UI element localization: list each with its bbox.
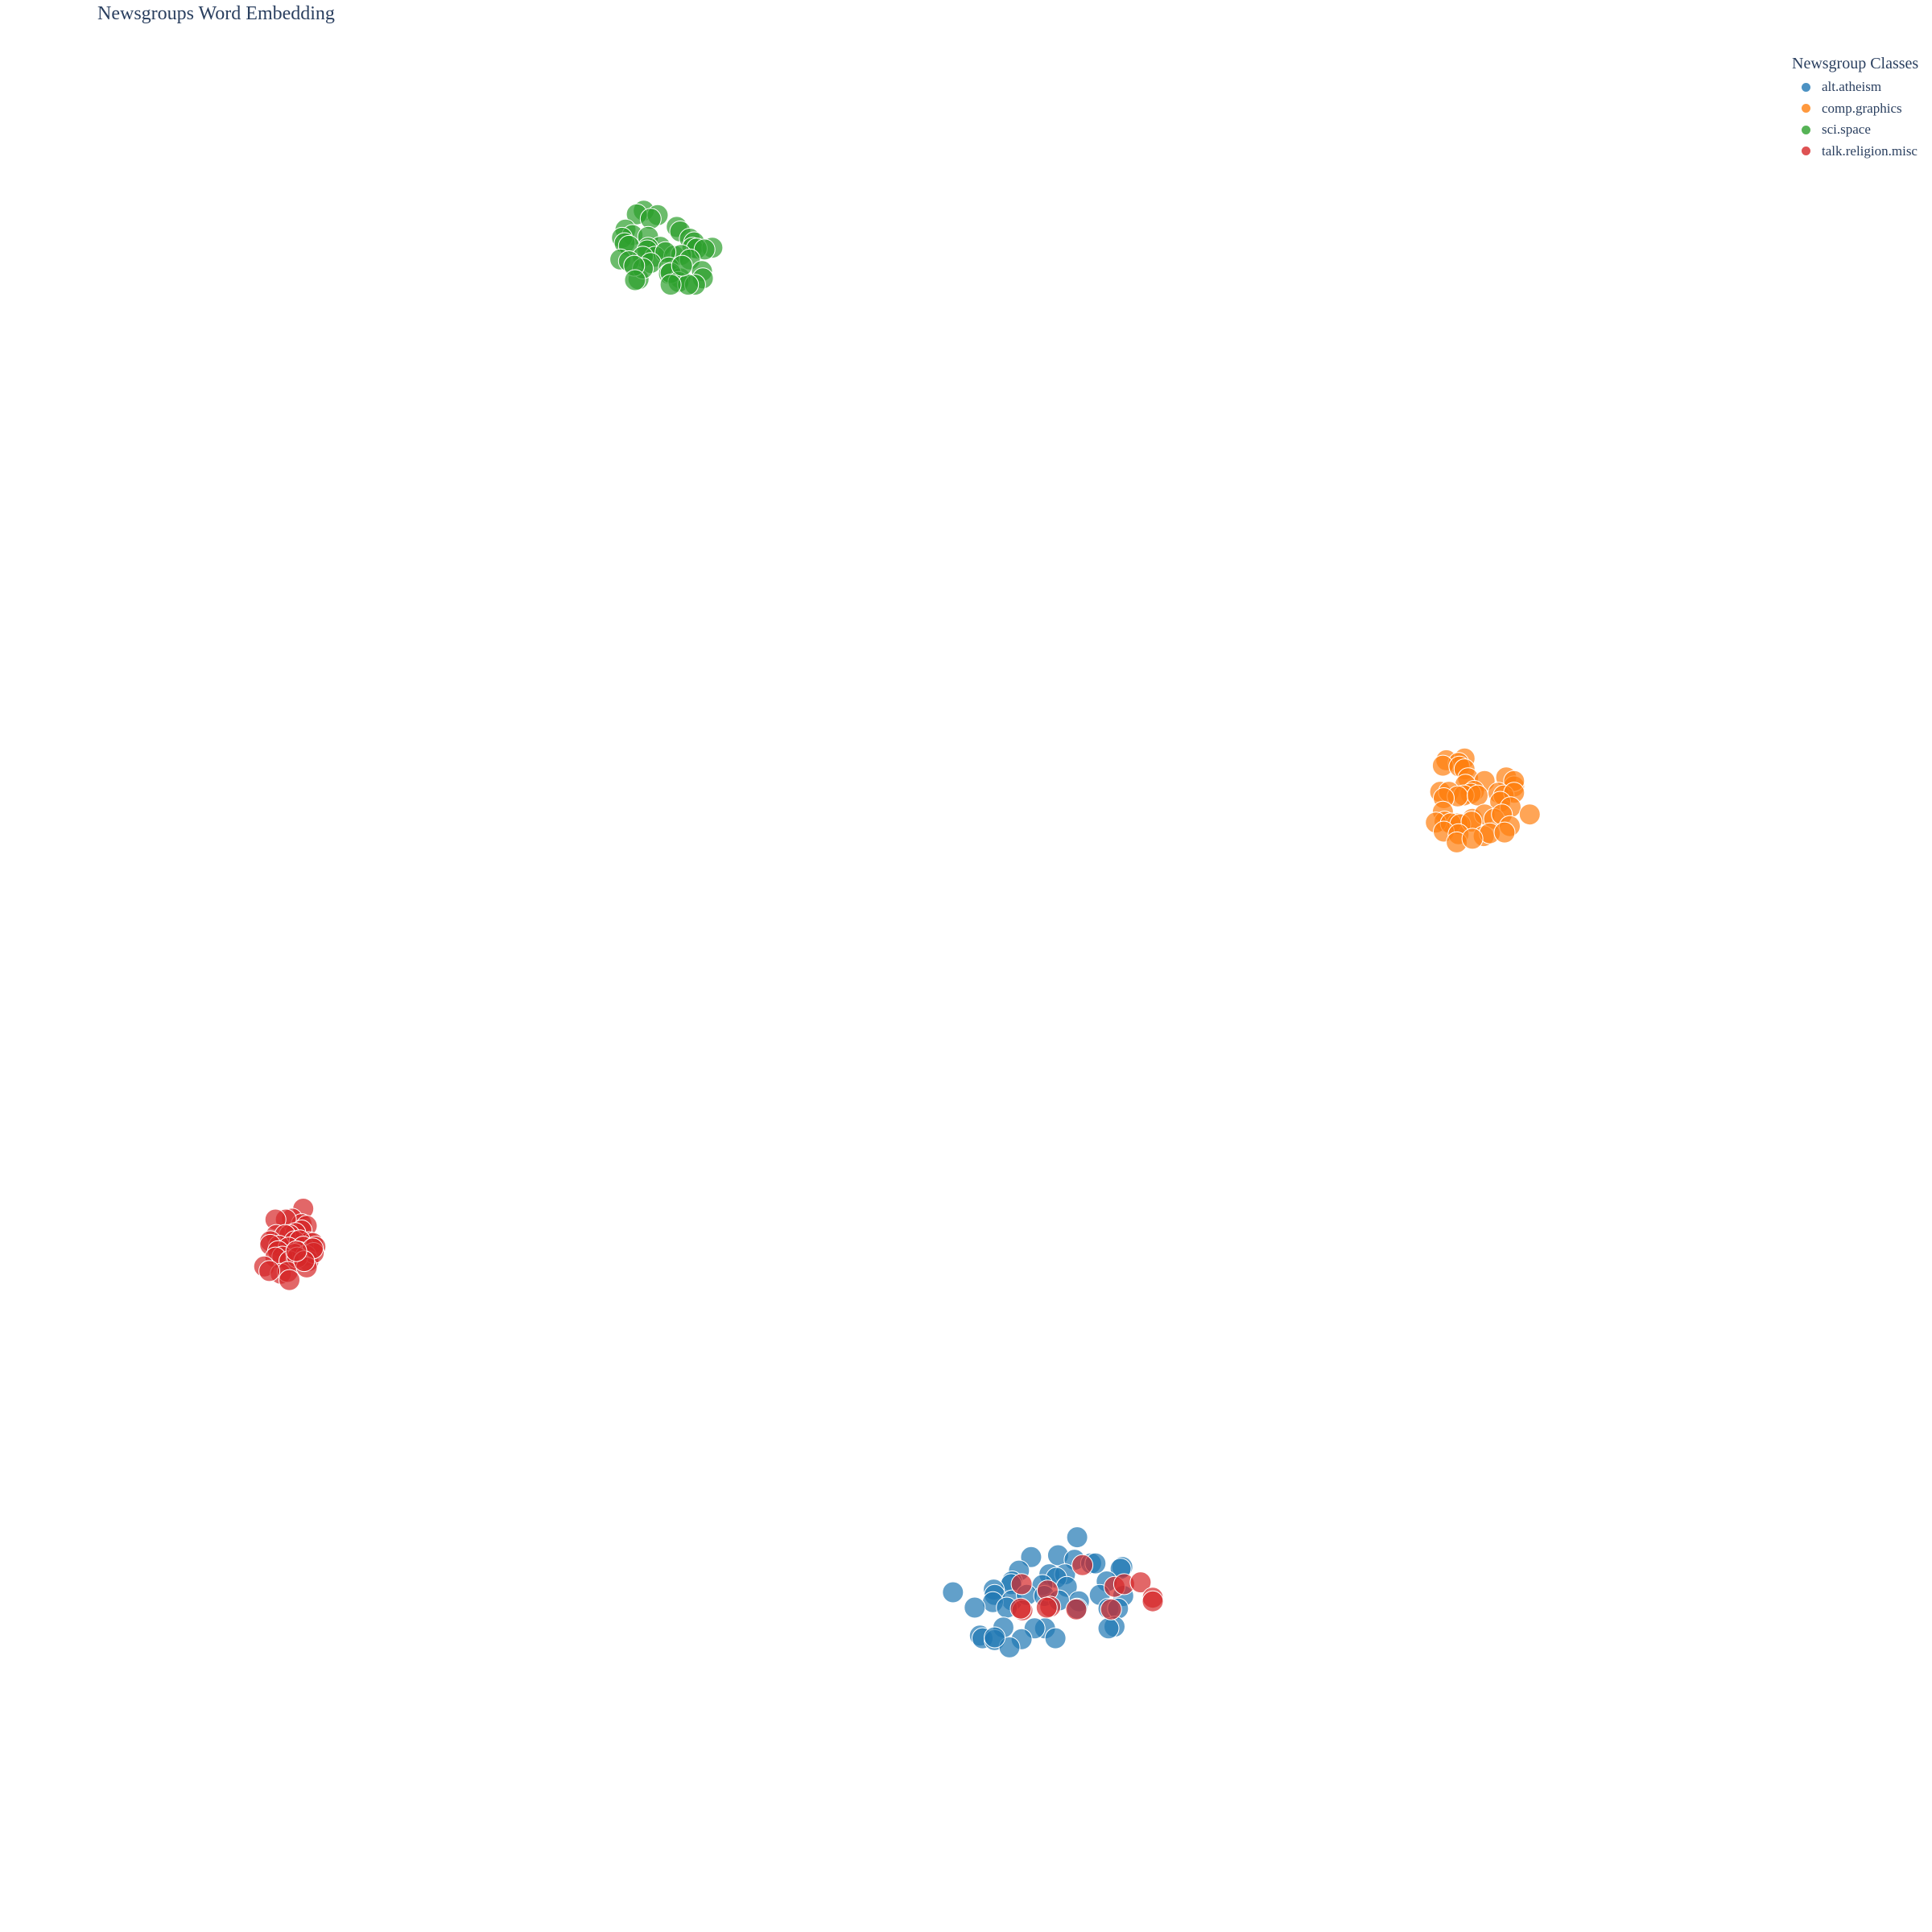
data-point[interactable] [279, 1269, 300, 1291]
legend-label: alt.atheism [1822, 79, 1882, 95]
data-point[interactable] [1097, 1617, 1120, 1640]
data-point[interactable] [964, 1596, 986, 1619]
data-point[interactable] [1129, 1571, 1152, 1594]
series-sci-space [609, 200, 724, 296]
data-point[interactable] [285, 1240, 308, 1262]
data-point[interactable] [671, 254, 693, 277]
chart-title: Newsgroups Word Embedding [97, 3, 335, 24]
legend-item-sci-space[interactable]: sci.space [1792, 119, 1929, 141]
data-point[interactable] [624, 269, 646, 291]
data-point[interactable] [1071, 1554, 1094, 1576]
data-point[interactable] [1461, 828, 1484, 850]
data-point[interactable] [1493, 821, 1516, 844]
legend-label: comp.graphics [1822, 100, 1902, 116]
data-point[interactable] [1035, 1596, 1058, 1619]
data-point[interactable] [639, 208, 662, 230]
data-point[interactable] [1009, 1597, 1032, 1620]
legend-marker-icon [1802, 125, 1810, 134]
legend-marker-icon [1802, 104, 1810, 114]
points-layer [253, 200, 1541, 1658]
data-point[interactable] [942, 1581, 964, 1604]
data-point[interactable] [1467, 784, 1488, 807]
legend-marker-icon [1802, 147, 1810, 156]
legend-items: alt.atheism comp.graphics sci.space talk… [1792, 76, 1929, 162]
data-point[interactable] [1141, 1590, 1164, 1612]
data-point[interactable] [1100, 1598, 1122, 1620]
series-talk-religion-misc [253, 1198, 1164, 1621]
data-point[interactable] [1066, 1526, 1088, 1549]
legend-marker-icon [1802, 82, 1810, 92]
data-point[interactable] [1010, 1573, 1033, 1596]
legend-label: talk.religion.misc [1822, 142, 1918, 159]
legend-item-alt-atheism[interactable]: alt.atheism [1792, 76, 1929, 98]
series-comp-graphics [1425, 747, 1541, 853]
data-point[interactable] [258, 1260, 281, 1282]
legend-item-comp-graphics[interactable]: comp.graphics [1792, 98, 1929, 120]
series-alt-atheism [942, 1526, 1134, 1658]
data-point[interactable] [1518, 803, 1541, 826]
data-point[interactable] [984, 1626, 1006, 1649]
legend-title: Newsgroup Classes [1792, 55, 1919, 72]
legend: Newsgroup Classes alt.atheism comp.graph… [1792, 55, 1929, 162]
data-point[interactable] [659, 274, 682, 296]
legend-item-talk-religion-misc[interactable]: talk.religion.misc [1792, 141, 1929, 163]
data-point[interactable] [1065, 1598, 1088, 1620]
legend-label: sci.space [1822, 122, 1871, 138]
data-point[interactable] [1044, 1627, 1067, 1649]
